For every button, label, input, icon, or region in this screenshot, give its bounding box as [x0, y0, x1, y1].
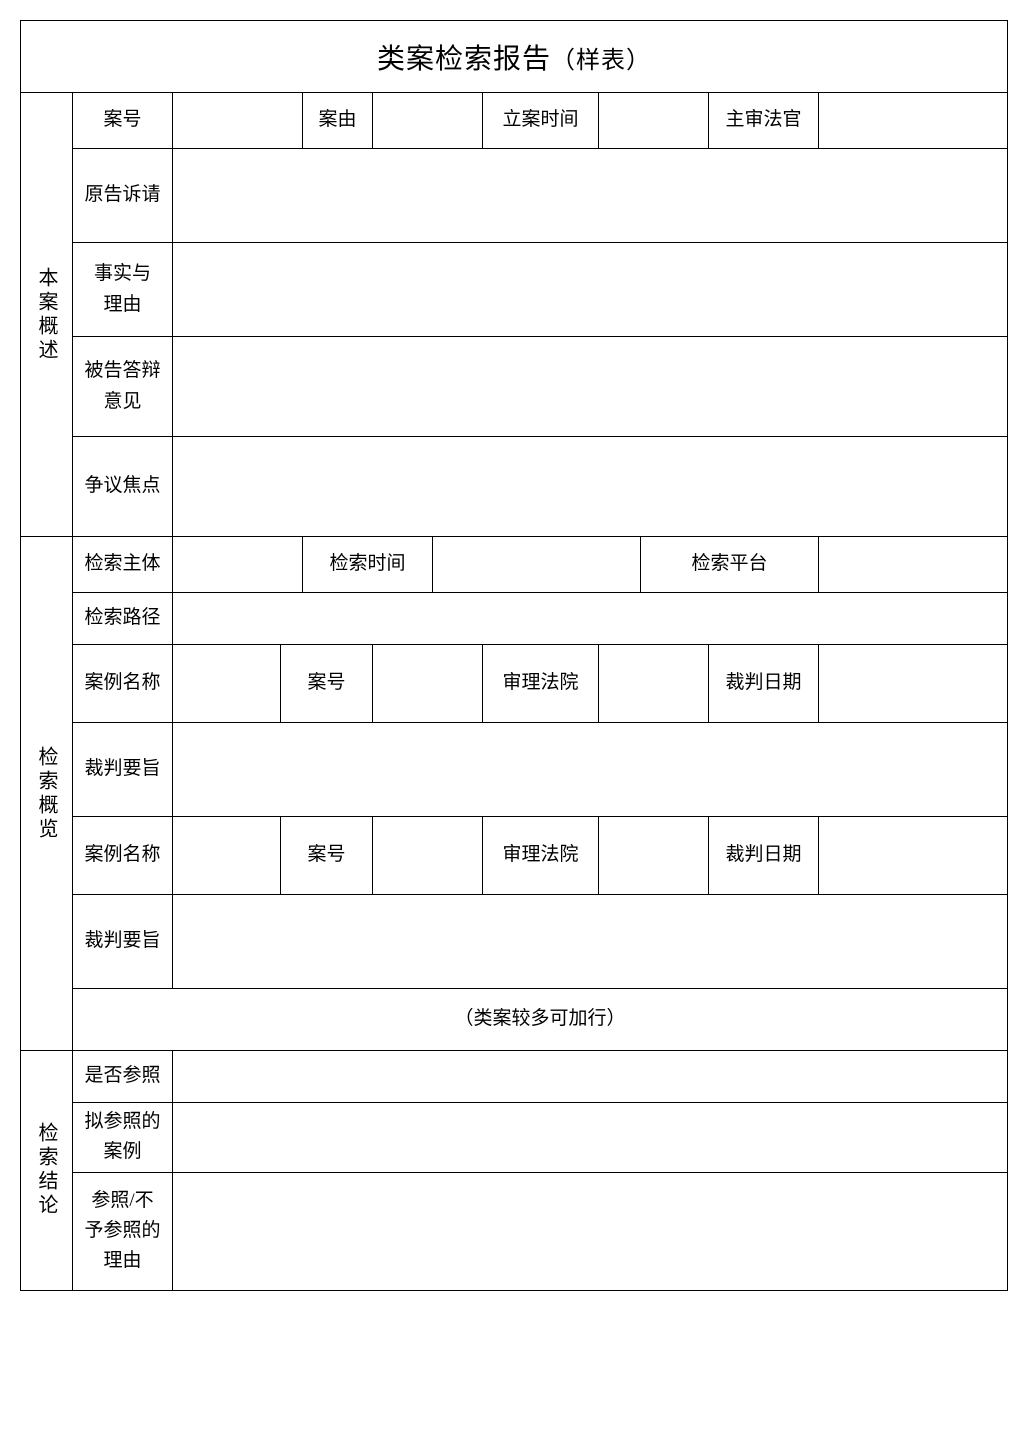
value-case1-no	[373, 645, 483, 723]
label-case1-name: 案例名称	[73, 645, 173, 723]
value-search-path	[173, 593, 1008, 645]
label-case1-no: 案号	[281, 645, 373, 723]
label-case2-date: 裁判日期	[709, 817, 819, 895]
value-case1-court	[599, 645, 709, 723]
value-case2-gist	[173, 895, 1008, 989]
value-cause	[373, 93, 483, 149]
label-case1-date: 裁判日期	[709, 645, 819, 723]
value-whether-refer	[173, 1051, 1008, 1103]
label-case1-gist: 裁判要旨	[73, 723, 173, 817]
value-case2-name	[173, 817, 281, 895]
value-filing-date	[599, 93, 709, 149]
title-main: 类案检索报告	[377, 44, 551, 75]
title-suffix: （样表）	[551, 48, 651, 74]
label-case2-name: 案例名称	[73, 817, 173, 895]
label-case-no: 案号	[73, 93, 173, 149]
label-whether-refer: 是否参照	[73, 1051, 173, 1103]
label-case2-court: 审理法院	[483, 817, 599, 895]
label-search-platform: 检索平台	[641, 537, 819, 593]
label-cause: 案由	[303, 93, 373, 149]
value-search-platform	[819, 537, 1008, 593]
label-case2-no: 案号	[281, 817, 373, 895]
value-dispute-focus	[173, 437, 1008, 537]
label-dispute-focus: 争议焦点	[73, 437, 173, 537]
section2-header: 检索概览	[21, 537, 73, 1051]
value-search-time	[433, 537, 641, 593]
value-case1-gist	[173, 723, 1008, 817]
label-case2-gist: 裁判要旨	[73, 895, 173, 989]
label-refer-reason: 参照/不 予参照的 理由	[73, 1172, 173, 1290]
label-search-path: 检索路径	[73, 593, 173, 645]
label-presiding-judge: 主审法官	[709, 93, 819, 149]
label-case1-court: 审理法院	[483, 645, 599, 723]
value-refer-reason	[173, 1172, 1008, 1290]
add-rows-note: （类案较多可加行）	[73, 989, 1008, 1051]
value-case2-date	[819, 817, 1008, 895]
form-table: 类案检索报告（样表） 本案概述 案号 案由 立案时间 主审法官 原告诉请 事实与…	[20, 20, 1008, 1291]
label-defendant-defense: 被告答辩 意见	[73, 337, 173, 437]
value-refer-case	[173, 1103, 1008, 1173]
value-presiding-judge	[819, 93, 1008, 149]
label-refer-case: 拟参照的 案例	[73, 1103, 173, 1173]
label-search-subject: 检索主体	[73, 537, 173, 593]
value-facts-reasons	[173, 243, 1008, 337]
section1-header: 本案概述	[21, 93, 73, 537]
label-search-time: 检索时间	[303, 537, 433, 593]
value-case-no	[173, 93, 303, 149]
value-case2-court	[599, 817, 709, 895]
value-plaintiff-claim	[173, 149, 1008, 243]
value-case2-no	[373, 817, 483, 895]
value-case1-name	[173, 645, 281, 723]
label-plaintiff-claim: 原告诉请	[73, 149, 173, 243]
value-case1-date	[819, 645, 1008, 723]
value-defendant-defense	[173, 337, 1008, 437]
section3-header: 检索结论	[21, 1051, 73, 1291]
value-search-subject	[173, 537, 303, 593]
form-page: 类案检索报告（样表） 本案概述 案号 案由 立案时间 主审法官 原告诉请 事实与…	[20, 20, 1007, 1291]
form-title: 类案检索报告（样表）	[21, 21, 1008, 93]
label-facts-reasons: 事实与 理由	[73, 243, 173, 337]
label-filing-date: 立案时间	[483, 93, 599, 149]
